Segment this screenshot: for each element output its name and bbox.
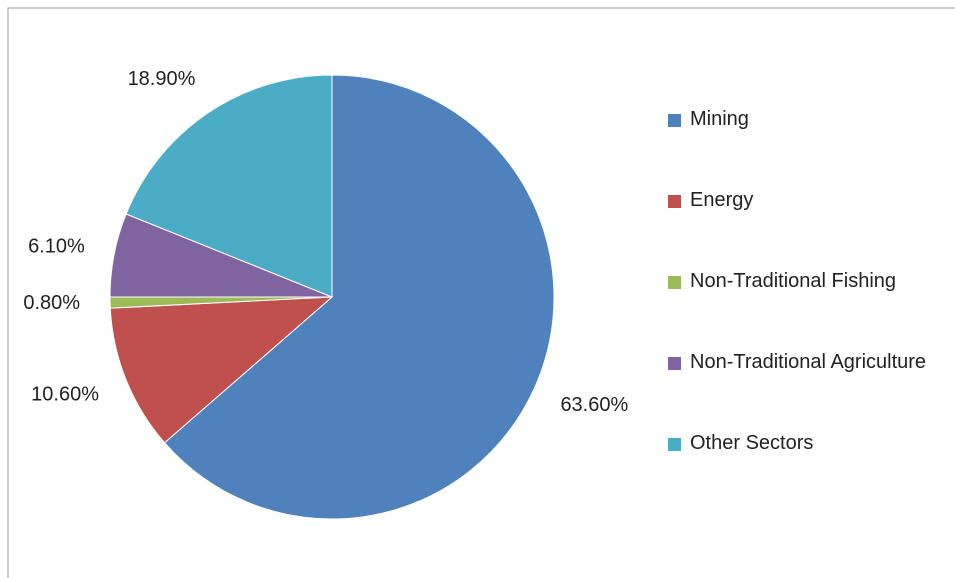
legend-item: Mining xyxy=(668,104,950,135)
data-label: 63.60% xyxy=(560,394,628,416)
legend-label: Non-Traditional Fishing xyxy=(690,270,897,292)
legend-swatch xyxy=(668,357,681,370)
legend-item: Other Sectors xyxy=(668,428,950,459)
legend-swatch xyxy=(668,276,681,289)
legend-label: Energy xyxy=(690,189,754,211)
legend-item: Energy xyxy=(668,185,950,216)
legend: Mining Energy Non-Traditional Fishing Non-T… xyxy=(668,104,950,509)
legend-item: Non-Traditional Fishing xyxy=(668,266,950,297)
pie-slice xyxy=(109,296,334,444)
legend-item: Non-Traditional Agriculture xyxy=(668,347,950,378)
data-label: 0.80% xyxy=(23,292,80,314)
data-label: 6.10% xyxy=(28,235,85,257)
pie-slice xyxy=(163,74,555,520)
legend-label: Non-Traditional Agriculture xyxy=(690,351,927,373)
data-label: 18.90% xyxy=(128,68,196,90)
pie-slice xyxy=(125,74,333,298)
legend-swatch xyxy=(668,438,681,451)
legend-swatch xyxy=(668,114,681,127)
data-label: 10.60% xyxy=(31,383,99,405)
chart-border xyxy=(7,7,955,578)
legend-label: Mining xyxy=(690,108,749,130)
legend-label: Other Sectors xyxy=(690,432,814,454)
legend-swatch xyxy=(668,195,681,208)
